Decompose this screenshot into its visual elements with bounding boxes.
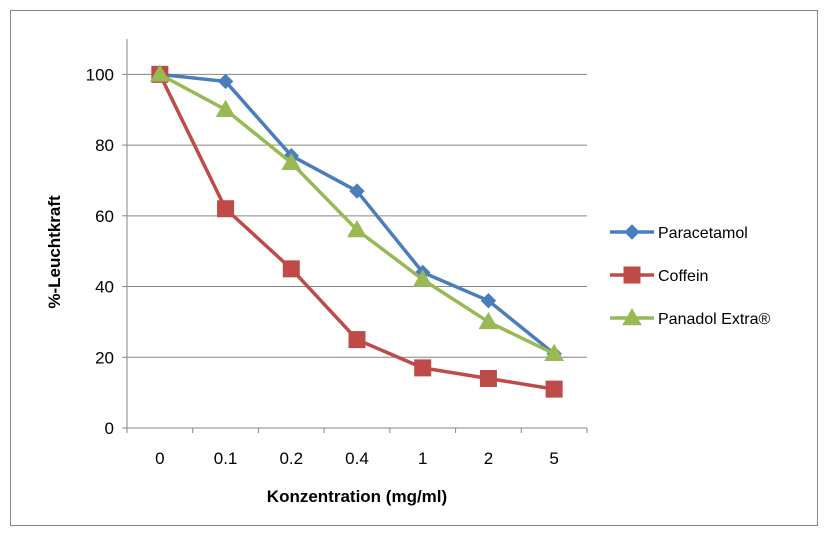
y-axis-title: %-Leuchtkraft <box>45 195 64 309</box>
legend: Paracetamol Coffein Panadol Extra® <box>610 224 771 328</box>
legend-item: Coffein <box>610 266 708 285</box>
legend-marker <box>622 307 642 326</box>
x-tick-label: 0.1 <box>214 449 238 468</box>
legend-marker <box>624 224 640 240</box>
x-tick-label: 0 <box>155 449 164 468</box>
x-tick-label: 0.4 <box>345 449 369 468</box>
legend-label: Panadol Extra® <box>658 311 771 328</box>
x-tick-labels: 0 0.1 0.2 0.4 1 2 5 <box>155 449 559 468</box>
y-tick-labels: 0 20 40 60 80 100 <box>86 65 114 438</box>
legend-item: Panadol Extra® <box>610 307 771 328</box>
data-point <box>217 73 234 90</box>
data-point <box>215 99 236 117</box>
data-point <box>545 380 563 398</box>
legend-label: Coffein <box>658 268 708 285</box>
data-point <box>281 152 302 171</box>
y-tick-label: 100 <box>86 65 114 84</box>
data-point <box>349 183 365 199</box>
legend-label: Paracetamol <box>658 225 748 242</box>
data-point <box>544 343 565 361</box>
data-point <box>480 292 497 309</box>
gridlines <box>127 73 587 358</box>
y-tick-label: 60 <box>95 207 114 226</box>
data-point <box>348 331 366 349</box>
y-tick-label: 20 <box>95 348 114 367</box>
data-point <box>478 311 499 330</box>
x-tick-label: 0.2 <box>279 449 303 468</box>
series-2 <box>149 64 565 361</box>
data-point <box>414 359 432 377</box>
data-point <box>149 64 170 82</box>
series-0 <box>152 66 562 362</box>
series-group <box>149 64 565 398</box>
data-point <box>347 219 367 238</box>
series-1 <box>151 65 563 398</box>
x-tick-label: 1 <box>418 449 427 468</box>
legend-marker <box>623 266 641 284</box>
data-point <box>412 269 433 287</box>
x-axis-title: Konzentration (mg/ml) <box>267 487 447 506</box>
legend-item: Paracetamol <box>610 224 748 242</box>
data-point <box>217 200 235 218</box>
x-tick-label: 5 <box>549 449 558 468</box>
axes <box>122 39 588 433</box>
y-tick-label: 80 <box>95 136 114 155</box>
chart-frame <box>10 10 818 526</box>
data-point <box>282 260 300 278</box>
x-tick-label: 2 <box>484 449 493 468</box>
data-point <box>479 369 497 387</box>
y-tick-label: 40 <box>95 278 114 297</box>
y-tick-label: 0 <box>105 419 114 438</box>
